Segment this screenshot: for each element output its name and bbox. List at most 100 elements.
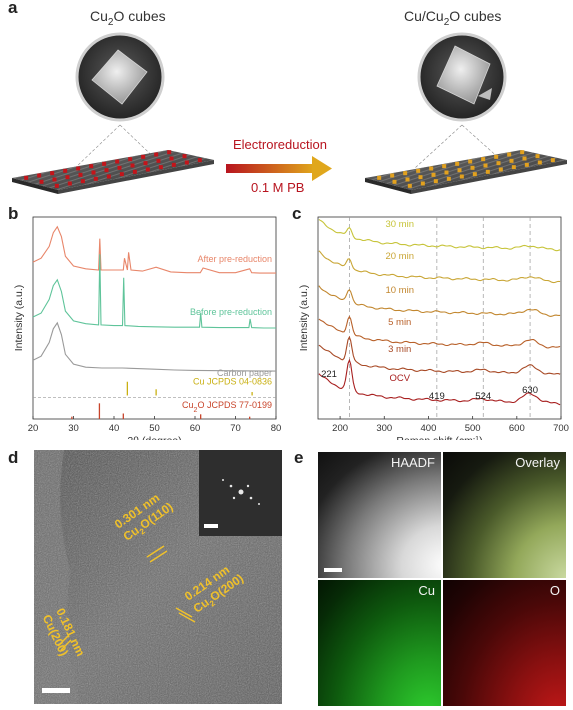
cu2o-particle [91, 170, 96, 175]
cu-label: Cu [418, 583, 435, 598]
series-label: 10 min [385, 285, 414, 296]
x-tick-label: 60 [190, 423, 201, 434]
cu2o-particle [197, 158, 202, 163]
reduction-arrow [226, 156, 332, 181]
series-label: Before pre-reduction [190, 307, 272, 317]
x-tick-label: 80 [271, 423, 282, 434]
cu-particle [405, 177, 410, 182]
raman-series-line [318, 250, 561, 284]
cu2o-particle [171, 162, 176, 167]
arrow-bottom-label: 0.1 M PB [251, 180, 305, 195]
cu2o-particle [93, 176, 98, 181]
cu-particle [420, 181, 425, 186]
cu2o-particle [24, 175, 29, 180]
cu2o-particle [102, 161, 107, 166]
cu-particle [390, 173, 395, 178]
panel-a-schematic [12, 32, 567, 194]
left-carbon-paper [12, 150, 214, 194]
raman-series-line [318, 285, 561, 317]
cu2o-particle [128, 157, 133, 162]
xrd-series-line [32, 254, 276, 329]
cu-particle [496, 161, 501, 166]
xrd-chart: 20 30 40 50 60 70 80 2θ (degree) Intensity (a.u.… [13, 216, 282, 440]
red-cu2o-particles [24, 150, 202, 188]
cu-particle [446, 176, 451, 181]
overlay-label: Overlay [515, 455, 560, 470]
cu-particle [511, 165, 516, 170]
raman-series-line [318, 315, 561, 349]
peak-label: 419 [429, 391, 445, 402]
panel-label-e: e [294, 448, 304, 467]
x-tick-label: 40 [109, 423, 120, 434]
tem-scale-bar [42, 688, 70, 693]
panel-label-c: c [292, 204, 302, 223]
cu2o-particle [52, 177, 57, 182]
cu2o-particle [50, 171, 55, 176]
x-tick-label: 600 [509, 423, 525, 434]
cu-particle [483, 163, 488, 168]
cu2o-particle [117, 165, 122, 170]
cu-particle [403, 171, 408, 176]
cu-particle [459, 174, 464, 179]
cu2o-particle [76, 166, 81, 171]
fft-spots [222, 479, 260, 505]
series-label: OCV [389, 373, 410, 384]
cu2o-particle [145, 167, 150, 172]
right-carbon-paper [365, 150, 567, 194]
cu2o-particle [158, 165, 163, 170]
left-title: Cu2O cubes [90, 8, 166, 28]
cu2o-particle [182, 154, 187, 159]
haadf-map: HAADF [318, 452, 441, 578]
x-axis-label: 2θ (degree) [127, 435, 181, 440]
cu-particle [457, 168, 462, 173]
y-axis-label: Intensity (a.u.) [13, 285, 25, 352]
raman-series-line [318, 335, 561, 375]
fft-scale-bar [204, 524, 218, 528]
x-axis-label: Raman shift (cm-1) [396, 435, 482, 440]
x-tick-label: 500 [465, 423, 481, 434]
plot-frame [317, 216, 562, 420]
haadf-label: HAADF [390, 455, 435, 470]
cu2o-particle [119, 172, 124, 177]
series-label: Carbon paper [217, 368, 272, 378]
cu-map: Cu [318, 580, 441, 706]
cu2o-particle [67, 181, 72, 186]
x-tick-label: 20 [28, 423, 39, 434]
cu-particle [468, 159, 473, 164]
panel-label-a: a [8, 0, 18, 17]
xrd-series-line [32, 225, 276, 274]
peak-label: 630 [522, 385, 538, 396]
x-tick-label: 400 [421, 423, 437, 434]
cu2o-particle [78, 172, 83, 177]
y-axis-label: Intensity (a.u.) [298, 285, 310, 352]
plot-frame [32, 216, 277, 420]
peak-label: 524 [475, 391, 491, 402]
cu2o-particle [63, 168, 68, 173]
raman-series-line [318, 219, 561, 252]
xrd-series-line [32, 321, 277, 372]
cu-particle [485, 169, 490, 174]
cu-particle [442, 164, 447, 169]
series-label: 20 min [385, 251, 414, 262]
cu2o-particle [184, 160, 189, 165]
cu-particle [416, 168, 421, 173]
gold-cu-particles [377, 150, 555, 188]
cu-particle [507, 152, 512, 157]
cu-particle [433, 179, 438, 184]
cu2o-particle [39, 179, 44, 184]
panel-label-b: b [8, 204, 19, 223]
cu2o-particle [167, 150, 172, 155]
cu-particle [520, 150, 525, 155]
cu2o-particle [89, 164, 94, 169]
cu-particle [407, 183, 412, 188]
cu2o-particle [80, 179, 85, 184]
cu-particle [470, 165, 475, 170]
cu-particle [392, 179, 397, 184]
reference-label: Cu2O JCPDS 77-0199 [182, 400, 272, 414]
cu2o-particle [106, 174, 111, 179]
series-label: 3 min [388, 344, 411, 355]
cu-particle [481, 157, 486, 162]
cu-particle [455, 161, 460, 166]
left-sem-inset [74, 32, 166, 169]
series-label: After pre-reduction [197, 254, 272, 264]
